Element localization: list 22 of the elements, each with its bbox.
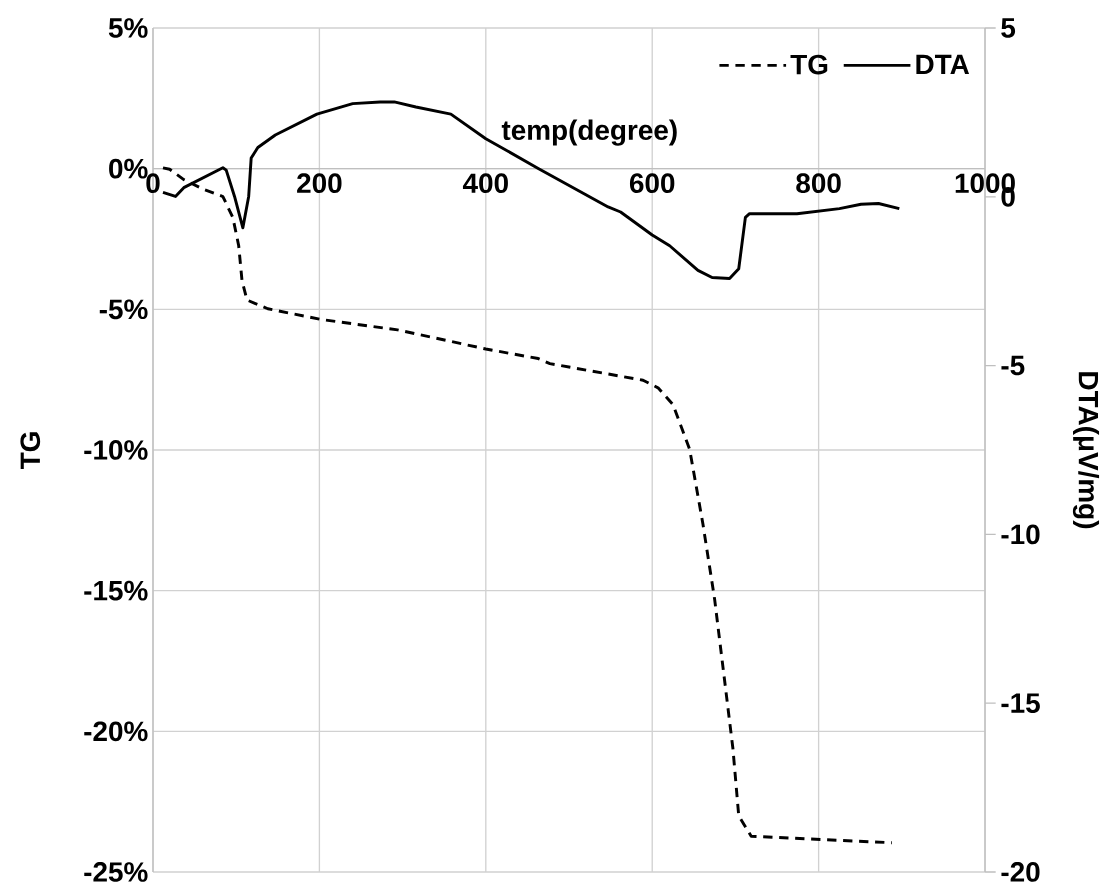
y-tick-label: -25% <box>84 862 148 882</box>
y2-tick-label: -20 <box>1001 862 1040 882</box>
x-tick-label: 0 <box>146 173 160 194</box>
y-tick-label: 0% <box>109 158 148 179</box>
y2-tick-label: -10 <box>1001 524 1040 545</box>
x-tick-label: 600 <box>629 173 675 194</box>
x-tick-label: 800 <box>796 173 841 194</box>
y-tick-label: -20% <box>84 721 148 742</box>
y-axis-title: TG <box>20 432 41 470</box>
legend-label: TG <box>790 54 828 75</box>
y2-tick-label: -15 <box>1001 693 1040 713</box>
y2-axis-title: DTA(μV/mg) <box>1072 372 1100 529</box>
y2-tick-label: -5 <box>1001 355 1025 376</box>
x-tick-label: 400 <box>462 173 508 194</box>
y-tick-label: 5% <box>108 18 148 38</box>
x-axis-title: temp(degree) <box>501 119 677 146</box>
y-tick-label: -5% <box>99 299 148 320</box>
y2-tick-label: 5 <box>1001 18 1016 38</box>
legend-label: DTA <box>916 54 970 74</box>
x-tick-label: 200 <box>297 173 342 194</box>
y-tick-label: -10% <box>84 440 148 460</box>
y-tick-label: -15% <box>84 580 148 601</box>
